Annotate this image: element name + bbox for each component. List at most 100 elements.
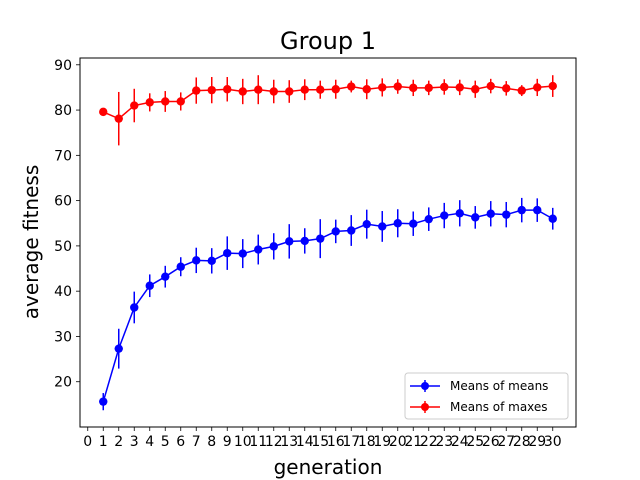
- data-point: [254, 245, 263, 254]
- legend-label-means: Means of means: [450, 379, 548, 393]
- x-tick-label: 7: [192, 434, 201, 450]
- data-point: [207, 256, 216, 266]
- data-point: [471, 85, 480, 94]
- x-tick-label: 17: [342, 434, 360, 450]
- data-point: [486, 81, 495, 91]
- y-tick-label: 20: [54, 375, 72, 391]
- data-point: [130, 303, 139, 312]
- series-means-of-maxes: [99, 75, 557, 146]
- data-point: [393, 219, 402, 228]
- data-point: [316, 85, 325, 94]
- series-means-of-means: [99, 197, 557, 411]
- data-point: [269, 87, 278, 96]
- x-tick-label: 3: [130, 434, 139, 450]
- data-point: [300, 85, 309, 94]
- x-tick-label: 23: [435, 434, 453, 450]
- x-tick-label: 26: [482, 434, 500, 450]
- x-tick-label: 6: [176, 434, 185, 450]
- data-point: [378, 222, 387, 231]
- data-point: [192, 86, 201, 95]
- legend: Means of means Means of maxes: [404, 372, 569, 420]
- x-tick-label: 12: [265, 434, 283, 450]
- data-point: [424, 83, 433, 93]
- data-point: [99, 107, 108, 117]
- x-tick-label: 24: [451, 434, 469, 450]
- x-tick-label: 25: [466, 434, 484, 450]
- data-point: [145, 98, 154, 107]
- data-point: [161, 272, 170, 281]
- y-tick-label: 40: [54, 284, 72, 300]
- legend-marker-means: [421, 382, 429, 390]
- x-tick-label: 29: [528, 434, 546, 450]
- data-point: [223, 248, 232, 258]
- x-tick-label: 0: [83, 434, 92, 450]
- data-point: [393, 82, 402, 91]
- x-tick-label: 14: [296, 434, 314, 450]
- data-point: [192, 256, 201, 265]
- x-tick-label: 5: [161, 434, 170, 450]
- legend-box: [404, 372, 569, 420]
- data-point: [548, 81, 557, 91]
- data-point: [176, 97, 185, 106]
- x-tick-label: 18: [358, 434, 376, 450]
- data-point: [238, 87, 247, 96]
- plot-area: [99, 75, 557, 411]
- data-point: [145, 281, 154, 290]
- data-point: [347, 82, 356, 91]
- data-point: [114, 344, 123, 353]
- data-point: [223, 85, 232, 94]
- data-point: [455, 83, 464, 92]
- data-point: [285, 237, 294, 246]
- x-tick-label: 30: [544, 434, 562, 450]
- y-axis-label: average fitness: [19, 165, 43, 320]
- x-tick-label: 8: [207, 434, 216, 450]
- data-point: [440, 211, 449, 220]
- x-tick-label: 22: [420, 434, 438, 450]
- data-point: [409, 219, 418, 228]
- y-tick-label: 50: [54, 239, 72, 255]
- data-point: [99, 397, 108, 406]
- data-point: [331, 85, 340, 94]
- chart-title: Group 1: [280, 27, 376, 55]
- data-point: [269, 242, 278, 251]
- data-point: [440, 82, 449, 92]
- legend-label-maxes: Means of maxes: [450, 400, 548, 414]
- x-tick-label: 11: [249, 434, 267, 450]
- x-tick-label: 9: [223, 434, 232, 450]
- data-point: [517, 205, 526, 215]
- x-axis-label: generation: [274, 455, 383, 479]
- data-point: [409, 83, 418, 93]
- data-point: [331, 227, 340, 236]
- axes-frame: [79, 57, 577, 428]
- data-point: [486, 209, 495, 218]
- x-tick-label: 19: [373, 434, 391, 450]
- data-point: [455, 209, 464, 218]
- data-point: [548, 214, 557, 223]
- x-tick-label: 10: [234, 434, 252, 450]
- data-point: [254, 85, 263, 94]
- x-tick-label: 28: [513, 434, 531, 450]
- data-point: [424, 214, 433, 224]
- x-tick-label: 1: [99, 434, 108, 450]
- data-point: [502, 210, 511, 219]
- data-point: [300, 236, 309, 246]
- x-tick-label: 15: [311, 434, 329, 450]
- data-point: [114, 114, 123, 123]
- data-point: [130, 101, 139, 110]
- x-tick-label: 2: [114, 434, 123, 450]
- x-tick-label: 20: [389, 434, 407, 450]
- x-tick-label: 16: [327, 434, 345, 450]
- data-point: [176, 262, 185, 271]
- y-tick-label: 60: [54, 194, 72, 210]
- data-point: [316, 234, 325, 243]
- data-point: [471, 213, 480, 222]
- x-tick-label: 27: [497, 434, 515, 450]
- x-tick-label: 21: [404, 434, 422, 450]
- legend-marker-maxes: [421, 403, 429, 411]
- data-point: [378, 83, 387, 92]
- data-point: [533, 205, 542, 215]
- x-tick-label: 13: [280, 434, 298, 450]
- data-point: [285, 87, 294, 96]
- data-point: [161, 97, 170, 106]
